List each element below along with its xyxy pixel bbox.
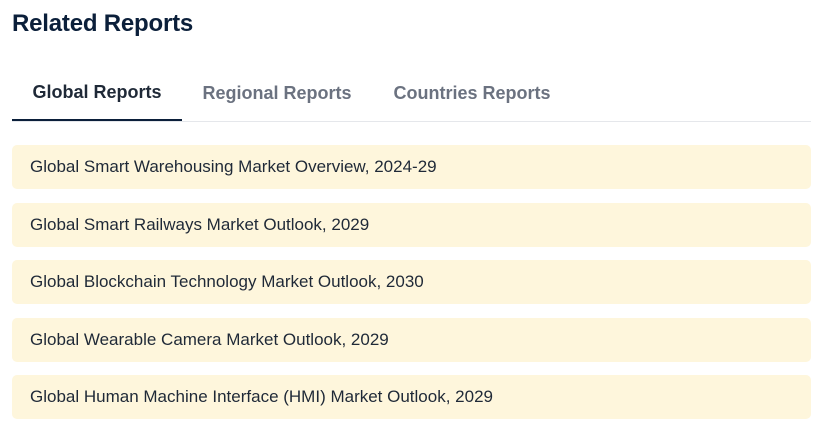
report-list: Global Smart Warehousing Market Overview… [12,145,811,433]
report-link[interactable]: Global Wearable Camera Market Outlook, 2… [12,317,811,362]
report-link[interactable]: Global Human Machine Interface (HMI) Mar… [12,375,811,419]
report-link[interactable]: Global Smart Railways Market Outlook, 20… [12,202,811,247]
report-tabs: Global Reports Regional Reports Countrie… [12,66,811,122]
report-link[interactable]: Global Smart Warehousing Market Overview… [12,145,811,189]
page-title: Related Reports [12,10,194,37]
tab-countries-reports[interactable]: Countries Reports [393,82,551,103]
tab-regional-reports[interactable]: Regional Reports [202,82,352,103]
tab-global-reports[interactable]: Global Reports [12,66,182,121]
report-link[interactable]: Global Blockchain Technology Market Outl… [12,260,811,304]
